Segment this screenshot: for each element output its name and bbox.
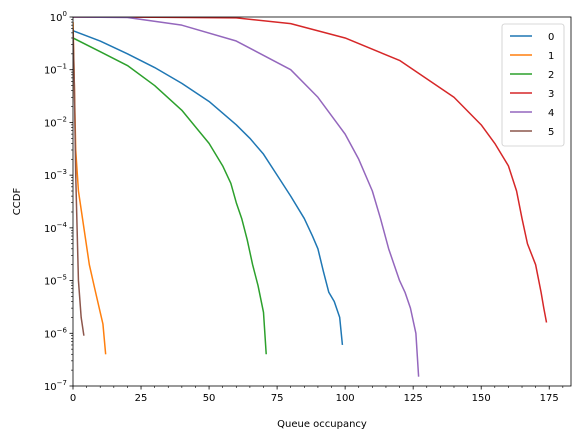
legend-label-3: 3 [548, 89, 554, 100]
y-tick-label: 10−1 [44, 63, 67, 77]
series-line-4 [73, 17, 420, 377]
y-tick-label: 10−5 [44, 274, 67, 288]
x-tick-label: 100 [336, 393, 355, 404]
legend-label-2: 2 [548, 70, 554, 81]
y-tick-label: 10−6 [44, 326, 68, 340]
y-tick-label: 10−2 [44, 115, 67, 129]
x-tick-label: 0 [70, 393, 76, 404]
x-axis-label: Queue occupancy [277, 419, 367, 430]
series-line-2 [73, 37, 267, 355]
y-tick-label: 100 [50, 10, 67, 24]
y-axis-label: CCDF [12, 188, 23, 216]
y-tick-label: 10−4 [44, 221, 68, 235]
series-line-1 [73, 22, 107, 355]
x-tick-label: 75 [271, 393, 284, 404]
x-tick-label: 25 [135, 393, 148, 404]
series-line-5 [73, 28, 85, 336]
legend-label-5: 5 [548, 127, 554, 138]
y-tick-label: 10−3 [44, 168, 67, 182]
legend-label-0: 0 [548, 32, 554, 43]
legend-box [501, 23, 565, 147]
plot-area [73, 17, 548, 377]
y-tick-label: 10−7 [44, 379, 67, 393]
legend-label-1: 1 [548, 51, 554, 62]
x-tick-label: 50 [203, 393, 216, 404]
x-tick-label: 150 [472, 393, 491, 404]
series-line-0 [73, 29, 344, 346]
series-line-3 [73, 17, 548, 323]
axes: 0 25 50 75 100 125 150 17510−710−610−510−410−31… [12, 10, 572, 430]
x-tick-label: 175 [540, 393, 559, 404]
legend: 0 1 2 3 4 5 [501, 23, 565, 147]
axes-frame [72, 16, 572, 387]
x-tick-label: 125 [404, 393, 423, 404]
legend-label-4: 4 [548, 108, 554, 119]
